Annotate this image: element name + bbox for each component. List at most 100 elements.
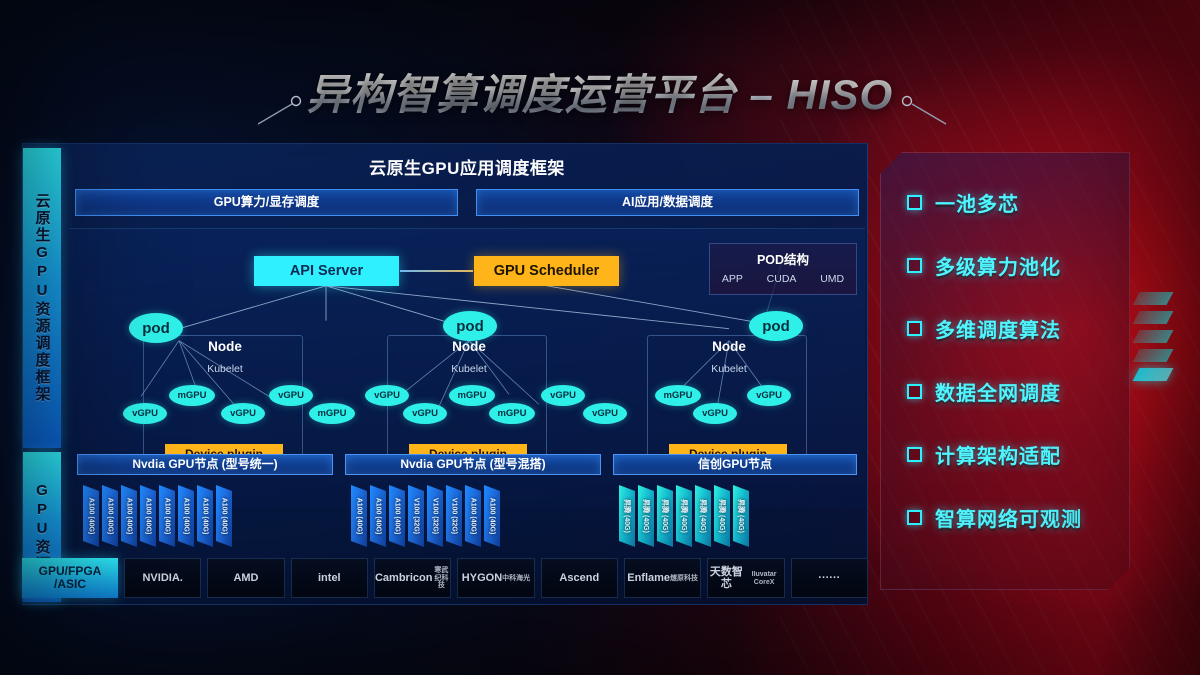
gpu-card[interactable]: A100 (40G) xyxy=(178,485,194,547)
vgpu-node[interactable]: vGPU xyxy=(403,403,447,424)
vgpu-node[interactable]: vGPU xyxy=(693,403,737,424)
gpu-card[interactable]: A100 (40G) xyxy=(159,485,175,547)
feature-item-4[interactable]: 计算架构适配 xyxy=(907,431,1129,477)
gpu-card[interactable]: 昇腾 (40G) xyxy=(657,485,673,547)
gpu-card-label: A100 (40G) xyxy=(144,497,152,535)
feature-item-2[interactable]: 多维调度算法 xyxy=(907,305,1129,351)
vgpu-node[interactable]: vGPU xyxy=(123,403,167,424)
vendor-logo-0[interactable]: GPU/FPGA/ASIC xyxy=(22,558,118,598)
gpu-card[interactable]: A100 (40G) xyxy=(102,485,118,547)
vendor-logo-bar: GPU/FPGA/ASIC NVIDIA. AMD intel Cambricon 寒武纪… xyxy=(22,558,868,598)
checkbox-icon[interactable] xyxy=(907,510,922,525)
checkbox-icon[interactable] xyxy=(907,195,922,210)
mgpu-node[interactable]: mGPU xyxy=(309,403,355,424)
vendor-logo-6[interactable]: Ascend xyxy=(540,558,618,598)
mgpu-node[interactable]: mGPU xyxy=(449,385,495,406)
vgpu-node[interactable]: vGPU xyxy=(221,403,265,424)
pod-node[interactable]: pod xyxy=(749,311,803,341)
gpu-card[interactable]: A100 (40G) xyxy=(484,485,500,547)
gpu-card[interactable]: A100 (40G) xyxy=(389,485,405,547)
gpu-card-label: A100 (40G) xyxy=(201,497,209,535)
vendor-name: intel xyxy=(318,571,341,584)
vendor-logo-2[interactable]: AMD xyxy=(207,558,285,598)
gpu-card[interactable]: A100 (40G) xyxy=(465,485,481,547)
node-label: Node xyxy=(452,339,486,354)
feature-label: 数据全网调度 xyxy=(935,382,1061,405)
vendor-logo-3[interactable]: intel xyxy=(290,558,368,598)
mgpu-node[interactable]: mGPU xyxy=(655,385,701,406)
gpu-card-label: 昇腾 (40G) xyxy=(718,499,725,533)
vendor-logo-7[interactable]: Enflame 燧原科技 xyxy=(623,558,702,598)
gpu-card-label: A100 (40G) xyxy=(125,497,133,535)
checkbox-icon[interactable] xyxy=(907,321,922,336)
gpu-card-label: V100 (32G) xyxy=(450,497,458,535)
gpu-scheduler-box[interactable]: GPU Scheduler xyxy=(474,256,619,286)
node-label: Node xyxy=(712,339,746,354)
vgpu-node[interactable]: vGPU xyxy=(269,385,313,406)
vendor-logo-8[interactable]: 天数智芯 Iluvatar CoreX xyxy=(707,558,785,598)
gpu-card-label: 昇腾 (40G) xyxy=(661,499,668,533)
gpu-card-label: A100 (40G) xyxy=(393,497,401,535)
gpu-card[interactable]: A100 (40G) xyxy=(197,485,213,547)
page-title: 异构智算调度运营平台 – HISO xyxy=(0,64,1200,126)
feature-item-5[interactable]: 智算网络可观测 xyxy=(907,494,1129,540)
gpu-card[interactable]: 昇腾 (40G) xyxy=(676,485,692,547)
mgpu-node[interactable]: mGPU xyxy=(489,403,535,424)
node-label: Node xyxy=(208,339,242,354)
api-server-box[interactable]: API Server xyxy=(254,256,399,286)
vendor-name: ······ xyxy=(818,571,841,584)
vertical-tab-label: GPU资源 xyxy=(33,481,51,573)
vendor-logo-4[interactable]: Cambricon 寒武纪科技 xyxy=(373,558,452,598)
feature-item-0[interactable]: 一池多芯 xyxy=(907,179,1129,225)
pod-structure-items: APP CUDA UMD xyxy=(710,273,856,285)
pod-structure-title: POD结构 xyxy=(756,253,810,267)
gpu-card[interactable]: A100 (40G) xyxy=(140,485,156,547)
gpu-card-label: 昇腾 (40G) xyxy=(623,499,630,533)
vgpu-node[interactable]: vGPU xyxy=(747,385,791,406)
pod-item-umd: UMD xyxy=(820,273,845,285)
kubelet-label: Kubelet xyxy=(711,363,747,375)
gpu-card-label: V100 (32G) xyxy=(431,497,439,535)
gpu-card[interactable]: V100 (32G) xyxy=(446,485,462,547)
vendor-logo-1[interactable]: NVIDIA. xyxy=(124,558,202,598)
gpu-card[interactable]: A100 (40G) xyxy=(370,485,386,547)
gpu-card[interactable]: A100 (40G) xyxy=(83,485,99,547)
framework-title: 云原生GPU应用调度框架 xyxy=(369,159,565,178)
checkbox-icon[interactable] xyxy=(907,447,922,462)
pill-gpu-compute[interactable]: GPU算力/显存调度 xyxy=(75,189,458,216)
gpu-card-label: 昇腾 (40G) xyxy=(699,499,706,533)
gpu-card[interactable]: V100 (32G) xyxy=(408,485,424,547)
vgpu-node[interactable]: vGPU xyxy=(365,385,409,406)
gpu-group-nvidia-uniform: Nvdia GPU节点 (型号统一) A100 (40G) A100 (40G) A… xyxy=(77,454,333,550)
gpu-card[interactable]: 昇腾 (40G) xyxy=(638,485,654,547)
diagram-inner: 云原生GPU应用调度框架 GPU算力/显存调度 AI应用/数据调度 xyxy=(69,148,865,602)
feature-label: 多维调度算法 xyxy=(935,319,1061,342)
pod-node[interactable]: pod xyxy=(443,311,497,341)
pod-item-cuda: CUDA xyxy=(766,273,797,285)
pod-structure-box: POD结构 APP CUDA UMD xyxy=(709,243,857,295)
pod-node[interactable]: pod xyxy=(129,313,183,343)
pill-ai-data[interactable]: AI应用/数据调度 xyxy=(476,189,859,216)
gpu-card-label: 昇腾 (40G) xyxy=(680,499,687,533)
gpu-card[interactable]: 昇腾 (40G) xyxy=(733,485,749,547)
gpu-card[interactable]: A100 (40G) xyxy=(121,485,137,547)
feature-item-3[interactable]: 数据全网调度 xyxy=(907,368,1129,414)
gpu-card[interactable]: 昇腾 (40G) xyxy=(619,485,635,547)
vgpu-node[interactable]: vGPU xyxy=(583,403,627,424)
feature-item-1[interactable]: 多级算力池化 xyxy=(907,242,1129,288)
vgpu-node[interactable]: vGPU xyxy=(541,385,585,406)
gpu-group-domestic: 信创GPU节点 昇腾 (40G) 昇腾 (40G) 昇腾 (40G) 昇腾 (40G)… xyxy=(613,454,857,550)
gpu-card[interactable]: A100 (40G) xyxy=(216,485,232,547)
gpu-card[interactable]: 昇腾 (40G) xyxy=(714,485,730,547)
gpu-card[interactable]: A100 (40G) xyxy=(351,485,367,547)
gpu-card[interactable]: V100 (32G) xyxy=(427,485,443,547)
feature-label: 计算架构适配 xyxy=(935,445,1061,468)
checkbox-icon[interactable] xyxy=(907,258,922,273)
vendor-logo-5[interactable]: HYGON 中科海光 xyxy=(457,558,535,598)
gpu-card-label: A100 (40G) xyxy=(106,497,114,535)
vendor-logo-9[interactable]: ······ xyxy=(790,558,868,598)
checkbox-icon[interactable] xyxy=(907,384,922,399)
gpu-card[interactable]: 昇腾 (40G) xyxy=(695,485,711,547)
gpu-card-label: A100 (40G) xyxy=(355,497,363,535)
mgpu-node[interactable]: mGPU xyxy=(169,385,215,406)
